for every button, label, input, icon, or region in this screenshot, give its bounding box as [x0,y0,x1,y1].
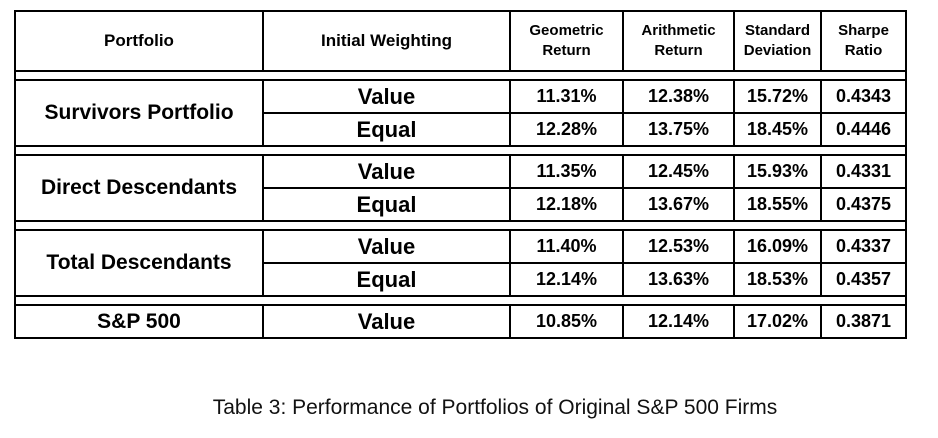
sharpe-ratio-cell: 0.4331 [820,154,907,189]
arithmetic-return-cell: 12.45% [622,154,735,189]
performance-table: Portfolio Initial Weighting Geometric Re… [14,10,907,339]
standard-deviation-cell: 18.53% [733,262,822,297]
weighting-cell: Value [262,304,511,339]
header-standard-deviation: Standard Deviation [733,10,822,72]
spacer-row [14,145,907,156]
table-row: Equal 12.18% 13.67% 18.55% 0.4375 [15,187,907,222]
sharpe-ratio-cell: 0.4343 [820,79,907,114]
arithmetic-return-cell: 12.14% [622,304,735,339]
spacer-row [14,295,907,306]
arithmetic-return-cell: 12.38% [622,79,735,114]
geometric-return-cell: 12.14% [509,262,624,297]
standard-deviation-cell: 15.93% [733,154,822,189]
table-row: Equal 12.28% 13.75% 18.45% 0.4446 [15,112,907,147]
table-row: S&P 500 Value 10.85% 12.14% 17.02% 0.387… [14,304,907,339]
header-geometric-line1: Geometric [529,22,604,39]
geometric-return-cell: 11.40% [509,229,624,264]
spacer-row [14,70,907,81]
portfolio-name: Survivors Portfolio [14,79,264,147]
sharpe-ratio-cell: 0.4357 [820,262,907,297]
table-row: Total Descendants Value 11.40% 12.53% 16… [14,229,907,297]
arithmetic-return-cell: 12.53% [622,229,735,264]
sharpe-ratio-cell: 0.4375 [820,187,907,222]
geometric-return-cell: 11.31% [509,79,624,114]
geometric-return-cell: 12.28% [509,112,624,147]
standard-deviation-cell: 17.02% [733,304,822,339]
header-stddev-line1: Standard [744,22,810,39]
header-arithmetic-line2: Return [654,42,703,59]
weighting-cell: Value [262,79,511,114]
header-geometric-line2: Return [542,42,591,59]
portfolio-name: Total Descendants [14,229,264,297]
table-row: Equal 12.14% 13.63% 18.53% 0.4357 [15,262,907,297]
table-row: Survivors Portfolio Value 11.31% 12.38% … [14,79,907,147]
header-sharpe-line1: Sharpe [838,22,889,39]
standard-deviation-cell: 18.55% [733,187,822,222]
portfolio-name: S&P 500 [14,304,264,339]
sharpe-ratio-cell: 0.4446 [820,112,907,147]
header-sharpe-line2: Ratio [844,42,883,59]
weighting-cell: Equal [262,262,511,297]
geometric-return-cell: 11.35% [509,154,624,189]
weighting-cell: Value [262,229,511,264]
header-arithmetic-line1: Arithmetic [641,22,716,39]
performance-table-wrapper: Portfolio Initial Weighting Geometric Re… [14,10,907,339]
arithmetic-return-cell: 13.67% [622,187,735,222]
standard-deviation-cell: 15.72% [733,79,822,114]
spacer-row [14,220,907,231]
header-geometric-return: Geometric Return [509,10,624,72]
header-arithmetic-return: Arithmetic Return [622,10,735,72]
header-initial-weighting: Initial Weighting [262,10,511,72]
sharpe-ratio-cell: 0.3871 [820,304,907,339]
weighting-cell: Equal [262,187,511,222]
weighting-cell: Equal [262,112,511,147]
arithmetic-return-cell: 13.75% [622,112,735,147]
standard-deviation-cell: 18.45% [733,112,822,147]
header-row: Portfolio Initial Weighting Geometric Re… [14,10,907,72]
table-caption: Table 3: Performance of Portfolios of Or… [212,396,778,419]
weighting-cell: Value [262,154,511,189]
header-stddev-line2: Deviation [743,42,812,59]
sharpe-ratio-cell: 0.4337 [820,229,907,264]
geometric-return-cell: 10.85% [509,304,624,339]
standard-deviation-cell: 16.09% [733,229,822,264]
table-row: Direct Descendants Value 11.35% 12.45% 1… [14,154,907,222]
header-portfolio: Portfolio [14,10,264,72]
geometric-return-cell: 12.18% [509,187,624,222]
header-sharpe-ratio: Sharpe Ratio [820,10,907,72]
portfolio-name: Direct Descendants [14,154,264,222]
arithmetic-return-cell: 13.63% [622,262,735,297]
